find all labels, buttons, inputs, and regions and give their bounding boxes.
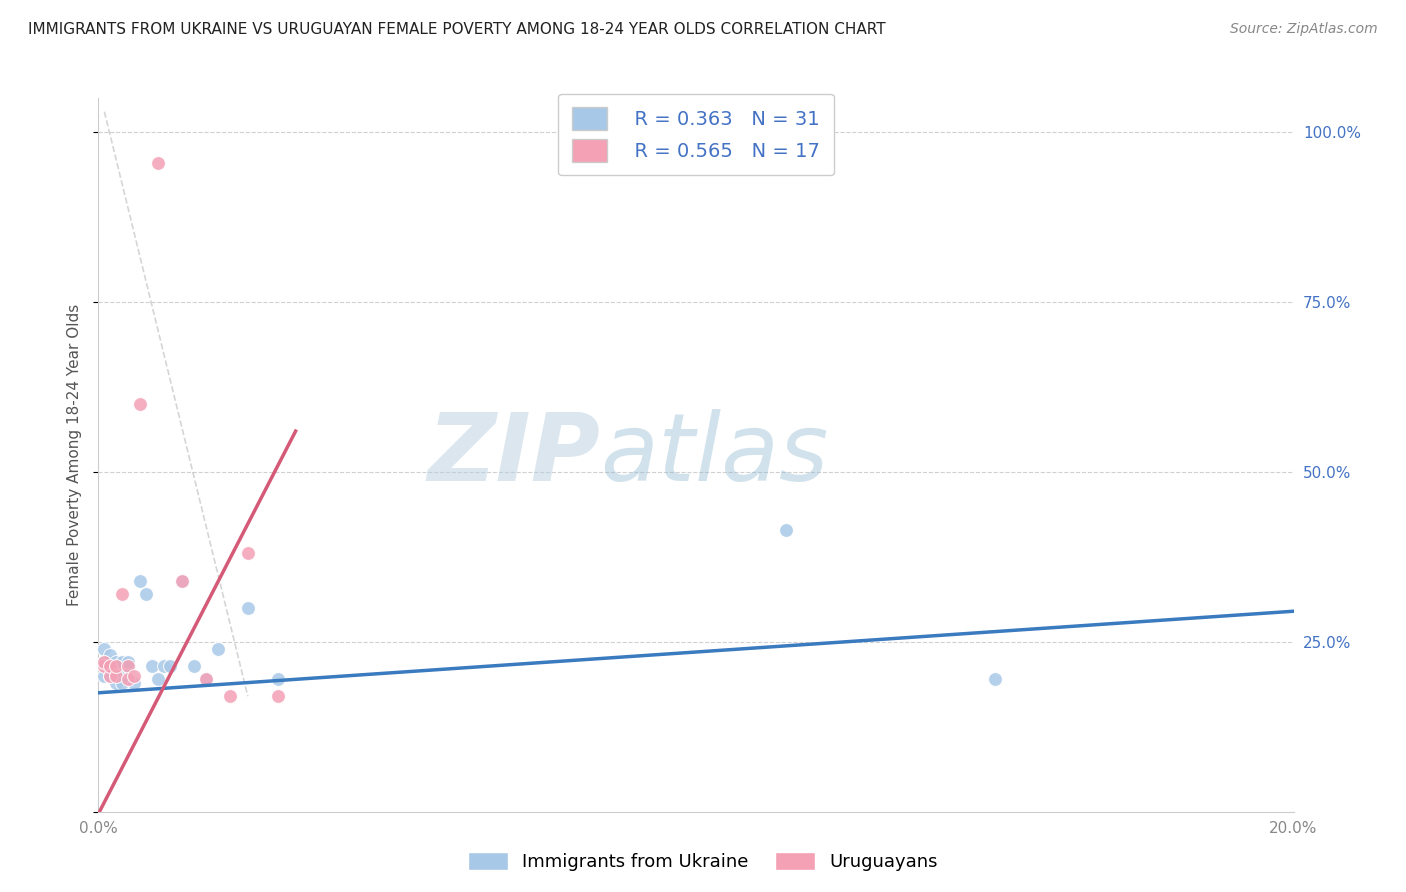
Point: [148, 672, 170, 686]
Point: [100, 655, 122, 669]
Point: [100, 648, 122, 663]
Point: [93, 655, 115, 669]
Point: [183, 658, 205, 673]
Point: [129, 397, 152, 411]
Point: [148, 155, 170, 169]
Text: ZIP: ZIP: [427, 409, 600, 501]
Point: [105, 662, 128, 676]
Point: [111, 669, 134, 683]
Point: [93, 669, 115, 683]
Point: [100, 662, 122, 676]
Point: [111, 587, 134, 601]
Point: [159, 658, 181, 673]
Point: [93, 655, 115, 669]
Point: [129, 574, 152, 588]
Point: [105, 669, 128, 683]
Point: [141, 658, 163, 673]
Point: [105, 669, 128, 683]
Point: [153, 658, 176, 673]
Point: [984, 672, 1007, 686]
Text: Source: ZipAtlas.com: Source: ZipAtlas.com: [1230, 22, 1378, 37]
Point: [117, 658, 139, 673]
Y-axis label: Female Poverty Among 18-24 Year Olds: Female Poverty Among 18-24 Year Olds: [67, 304, 83, 606]
Point: [100, 669, 122, 683]
Point: [267, 672, 290, 686]
Legend: Immigrants from Ukraine, Uruguayans: Immigrants from Ukraine, Uruguayans: [461, 845, 945, 879]
Point: [111, 675, 134, 690]
Point: [117, 655, 139, 669]
Point: [100, 658, 122, 673]
Point: [111, 655, 134, 669]
Point: [775, 523, 797, 537]
Point: [93, 658, 115, 673]
Legend:   R = 0.363   N = 31,   R = 0.565   N = 17: R = 0.363 N = 31, R = 0.565 N = 17: [558, 94, 834, 176]
Point: [195, 672, 218, 686]
Point: [236, 600, 259, 615]
Point: [117, 658, 139, 673]
Point: [117, 672, 139, 686]
Point: [105, 675, 128, 690]
Point: [267, 689, 290, 703]
Point: [135, 587, 157, 601]
Point: [207, 641, 229, 656]
Point: [93, 641, 115, 656]
Point: [172, 574, 194, 588]
Text: atlas: atlas: [600, 409, 828, 500]
Point: [105, 658, 128, 673]
Point: [124, 669, 146, 683]
Point: [124, 675, 146, 690]
Point: [100, 669, 122, 683]
Point: [219, 689, 242, 703]
Point: [105, 655, 128, 669]
Text: IMMIGRANTS FROM UKRAINE VS URUGUAYAN FEMALE POVERTY AMONG 18-24 YEAR OLDS CORREL: IMMIGRANTS FROM UKRAINE VS URUGUAYAN FEM…: [28, 22, 886, 37]
Point: [195, 672, 218, 686]
Point: [236, 546, 259, 560]
Point: [172, 574, 194, 588]
